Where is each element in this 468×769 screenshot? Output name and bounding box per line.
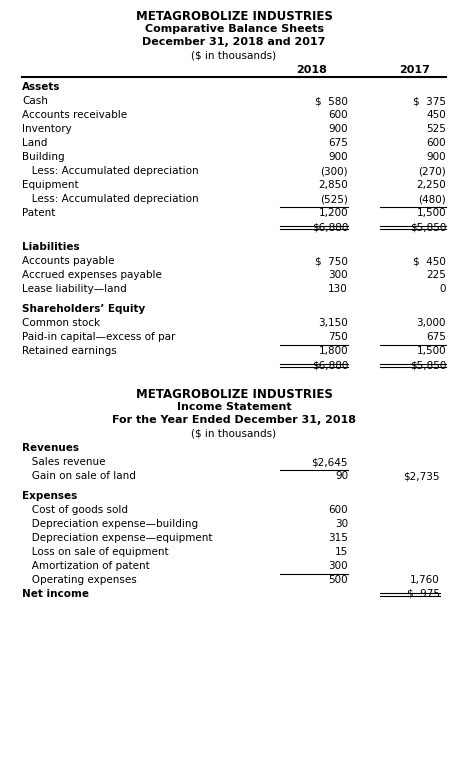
Text: 2017: 2017: [400, 65, 431, 75]
Text: $  375: $ 375: [413, 96, 446, 106]
Text: Equipment: Equipment: [22, 180, 79, 190]
Text: 15: 15: [335, 547, 348, 557]
Text: Paid-in capital—excess of par: Paid-in capital—excess of par: [22, 332, 176, 342]
Text: Revenues: Revenues: [22, 443, 79, 453]
Text: (300): (300): [321, 166, 348, 176]
Text: Expenses: Expenses: [22, 491, 77, 501]
Text: Amortization of patent: Amortization of patent: [22, 561, 150, 571]
Text: Accounts payable: Accounts payable: [22, 256, 115, 266]
Text: Loss on sale of equipment: Loss on sale of equipment: [22, 547, 168, 557]
Text: Cost of goods sold: Cost of goods sold: [22, 505, 128, 515]
Text: 300: 300: [329, 561, 348, 571]
Text: Retained earnings: Retained earnings: [22, 346, 117, 356]
Text: ($ in thousands): ($ in thousands): [191, 428, 277, 438]
Text: Building: Building: [22, 152, 65, 162]
Text: Accrued expenses payable: Accrued expenses payable: [22, 270, 162, 280]
Text: (480): (480): [418, 194, 446, 204]
Text: (525): (525): [320, 194, 348, 204]
Text: Inventory: Inventory: [22, 124, 72, 134]
Text: $  450: $ 450: [413, 256, 446, 266]
Text: Operating expenses: Operating expenses: [22, 575, 137, 585]
Text: (270): (270): [418, 166, 446, 176]
Text: Assets: Assets: [22, 82, 60, 92]
Text: 900: 900: [426, 152, 446, 162]
Text: $  975: $ 975: [407, 589, 440, 599]
Text: Accounts receivable: Accounts receivable: [22, 110, 127, 120]
Text: Net income: Net income: [22, 589, 89, 599]
Text: 675: 675: [328, 138, 348, 148]
Text: Sales revenue: Sales revenue: [22, 457, 105, 467]
Text: 1,800: 1,800: [318, 346, 348, 356]
Text: 600: 600: [329, 110, 348, 120]
Text: For the Year Ended December 31, 2018: For the Year Ended December 31, 2018: [112, 415, 356, 425]
Text: 300: 300: [329, 270, 348, 280]
Text: 3,150: 3,150: [318, 318, 348, 328]
Text: December 31, 2018 and 2017: December 31, 2018 and 2017: [142, 37, 326, 47]
Text: $5,850: $5,850: [410, 360, 446, 370]
Text: 2,250: 2,250: [416, 180, 446, 190]
Text: 900: 900: [329, 124, 348, 134]
Text: METAGROBOLIZE INDUSTRIES: METAGROBOLIZE INDUSTRIES: [136, 388, 332, 401]
Text: 2,850: 2,850: [318, 180, 348, 190]
Text: $5,850: $5,850: [410, 222, 446, 232]
Text: $  580: $ 580: [315, 96, 348, 106]
Text: 500: 500: [329, 575, 348, 585]
Text: 90: 90: [335, 471, 348, 481]
Text: $2,645: $2,645: [312, 457, 348, 467]
Text: 1,500: 1,500: [417, 346, 446, 356]
Text: Less: Accumulated depreciation: Less: Accumulated depreciation: [22, 194, 198, 204]
Text: Income Statement: Income Statement: [177, 402, 291, 412]
Text: Comparative Balance Sheets: Comparative Balance Sheets: [145, 24, 323, 34]
Text: Gain on sale of land: Gain on sale of land: [22, 471, 136, 481]
Text: 1,200: 1,200: [318, 208, 348, 218]
Text: Shareholders’ Equity: Shareholders’ Equity: [22, 304, 145, 314]
Text: METAGROBOLIZE INDUSTRIES: METAGROBOLIZE INDUSTRIES: [136, 10, 332, 23]
Text: 225: 225: [426, 270, 446, 280]
Text: Cash: Cash: [22, 96, 48, 106]
Text: 600: 600: [426, 138, 446, 148]
Text: $6,880: $6,880: [312, 360, 348, 370]
Text: 30: 30: [335, 519, 348, 529]
Text: Land: Land: [22, 138, 47, 148]
Text: Liabilities: Liabilities: [22, 242, 80, 252]
Text: Depreciation expense—equipment: Depreciation expense—equipment: [22, 533, 212, 543]
Text: Depreciation expense—building: Depreciation expense—building: [22, 519, 198, 529]
Text: Patent: Patent: [22, 208, 55, 218]
Text: 525: 525: [426, 124, 446, 134]
Text: Lease liability—land: Lease liability—land: [22, 284, 127, 294]
Text: 750: 750: [328, 332, 348, 342]
Text: 1,760: 1,760: [410, 575, 440, 585]
Text: 130: 130: [328, 284, 348, 294]
Text: 0: 0: [439, 284, 446, 294]
Text: 450: 450: [426, 110, 446, 120]
Text: ($ in thousands): ($ in thousands): [191, 50, 277, 60]
Text: 1,500: 1,500: [417, 208, 446, 218]
Text: $2,735: $2,735: [403, 471, 440, 481]
Text: $6,880: $6,880: [312, 222, 348, 232]
Text: 675: 675: [426, 332, 446, 342]
Text: 3,000: 3,000: [417, 318, 446, 328]
Text: 315: 315: [328, 533, 348, 543]
Text: 900: 900: [329, 152, 348, 162]
Text: Common stock: Common stock: [22, 318, 100, 328]
Text: Less: Accumulated depreciation: Less: Accumulated depreciation: [22, 166, 198, 176]
Text: 2018: 2018: [297, 65, 328, 75]
Text: $  750: $ 750: [315, 256, 348, 266]
Text: 600: 600: [329, 505, 348, 515]
